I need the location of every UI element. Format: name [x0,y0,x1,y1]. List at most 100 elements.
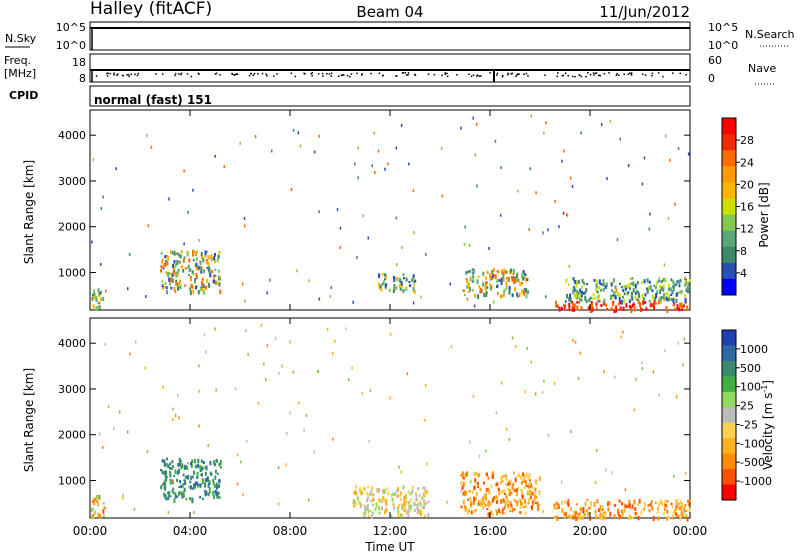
nave-dot [672,72,674,74]
data-cell [537,505,540,510]
data-cell [503,268,506,273]
data-cell [567,283,570,287]
data-cell [198,424,200,428]
data-cell [212,481,215,486]
nave-dot [261,72,264,75]
data-cell [172,407,174,411]
data-cell [391,497,394,502]
data-cell [674,202,676,206]
data-cell [146,134,148,138]
nave-dot [395,75,397,77]
data-cell [501,509,504,515]
data-cell [586,283,589,286]
data-cell [219,466,222,469]
data-cell [207,483,210,488]
data-cell [180,265,183,269]
data-cell [619,301,622,305]
data-cell [506,498,509,502]
data-cell [247,352,249,356]
data-cell [418,494,421,497]
data-cell [396,263,398,267]
data-cell [674,508,677,511]
data-cell [203,333,206,337]
nave-dot [106,75,109,77]
data-cell [163,285,166,288]
data-cell [168,197,170,201]
data-cell [523,272,526,276]
data-cell [588,298,591,302]
data-cell [200,459,203,463]
data-cell [633,306,636,312]
data-cell [378,273,381,278]
nave-dot [137,72,139,75]
data-cell [464,505,467,509]
data-cell [652,516,655,521]
data-cell [178,485,181,488]
data-cell [214,253,216,257]
data-cell [206,267,209,270]
data-cell [173,267,176,270]
data-cell [113,426,115,430]
data-cell [214,154,216,158]
data-cell [481,501,484,506]
data-cell [604,515,607,520]
data-cell [508,438,511,442]
data-cell [369,389,372,393]
data-cell [597,299,600,303]
data-cell [543,131,545,135]
data-cell [666,499,669,503]
data-cell [332,437,334,441]
data-cell [164,281,167,285]
data-cell [659,499,662,504]
data-cell [415,503,418,506]
data-cell [571,300,574,304]
nave-dot [273,75,275,77]
data-cell [404,495,407,499]
data-cell [408,281,411,284]
data-cell [378,506,381,511]
data-cell [574,280,577,285]
data-cell [538,490,541,495]
data-cell [631,277,634,280]
data-cell [507,504,510,508]
data-cell [91,240,93,244]
data-cell [575,503,578,506]
data-cell [201,478,204,481]
data-cell [600,304,603,307]
data-cell [400,123,403,127]
data-cell [92,293,94,297]
data-cell [526,278,529,281]
data-cell [469,269,471,273]
data-cell [672,514,675,518]
data-cell [314,150,316,154]
data-cell [510,275,513,279]
data-cell [204,350,207,354]
data-cell [581,285,584,289]
data-cell [464,225,466,229]
data-cell [353,500,356,503]
data-cell [601,505,604,509]
data-cell [173,498,176,504]
data-cell [514,278,516,284]
data-cell [206,278,209,283]
data-cell [666,516,669,521]
data-cell [190,277,192,282]
data-cell [216,494,219,499]
data-cell [374,171,376,175]
data-cell [680,291,683,294]
nave-dot [496,74,498,76]
data-cell [378,511,381,515]
data-cell [485,292,488,297]
data-cell [687,288,690,294]
data-cell [380,500,383,503]
data-cell [553,381,556,385]
data-cell [503,492,506,496]
data-cell [486,270,489,274]
data-cell [210,258,213,262]
data-cell [185,498,188,501]
nave-dots [95,72,687,78]
data-cell [212,479,215,482]
data-cell [383,489,386,495]
data-cell [680,308,683,312]
data-cell [505,483,508,486]
